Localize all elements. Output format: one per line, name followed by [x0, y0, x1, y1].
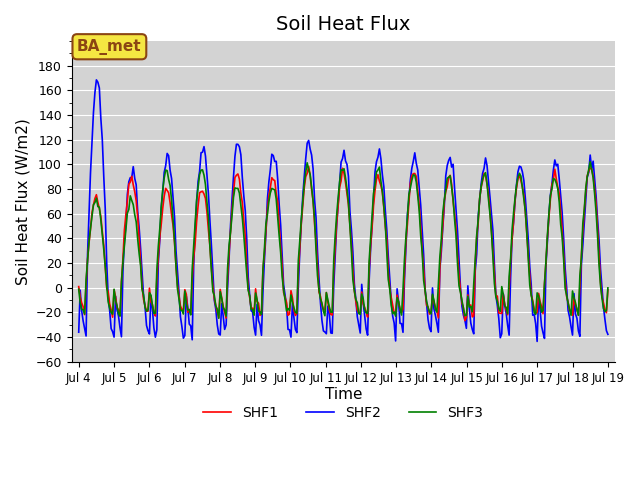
SHF3 — [75, 286, 83, 292]
X-axis label: Time: Time — [324, 387, 362, 402]
SHF3 — [604, 285, 612, 291]
SHF1 — [577, 254, 585, 260]
SHF1 — [305, 164, 312, 169]
SHF3 — [308, 184, 316, 190]
SHF1 — [140, 297, 147, 302]
Title: Soil Heat Flux: Soil Heat Flux — [276, 15, 410, 34]
SHF2 — [141, 304, 149, 310]
SHF2 — [604, 332, 612, 337]
SHF3 — [586, 159, 594, 165]
SHF2 — [234, 142, 242, 147]
SHF1 — [308, 187, 316, 192]
Y-axis label: Soil Heat Flux (W/m2): Soil Heat Flux (W/m2) — [15, 118, 30, 285]
SHF2 — [533, 338, 541, 344]
SHF1 — [75, 284, 83, 289]
SHF3 — [260, 246, 268, 252]
SHF3 — [234, 186, 242, 192]
Line: SHF2: SHF2 — [79, 80, 608, 341]
SHF3 — [576, 273, 584, 278]
Line: SHF1: SHF1 — [79, 167, 608, 321]
SHF3 — [215, 315, 223, 321]
SHF2 — [93, 77, 100, 83]
SHF1 — [604, 287, 612, 293]
SHF2 — [75, 329, 83, 335]
SHF1 — [250, 310, 258, 315]
SHF2 — [260, 257, 268, 263]
SHF2 — [577, 263, 585, 268]
SHF1 — [232, 172, 240, 178]
SHF2 — [252, 332, 259, 338]
Line: SHF3: SHF3 — [79, 162, 608, 318]
Legend: SHF1, SHF2, SHF3: SHF1, SHF2, SHF3 — [198, 400, 489, 425]
SHF3 — [140, 292, 147, 298]
SHF2 — [308, 152, 316, 158]
SHF1 — [461, 318, 468, 324]
SHF1 — [259, 266, 267, 272]
Text: BA_met: BA_met — [77, 39, 141, 55]
SHF3 — [252, 290, 259, 296]
